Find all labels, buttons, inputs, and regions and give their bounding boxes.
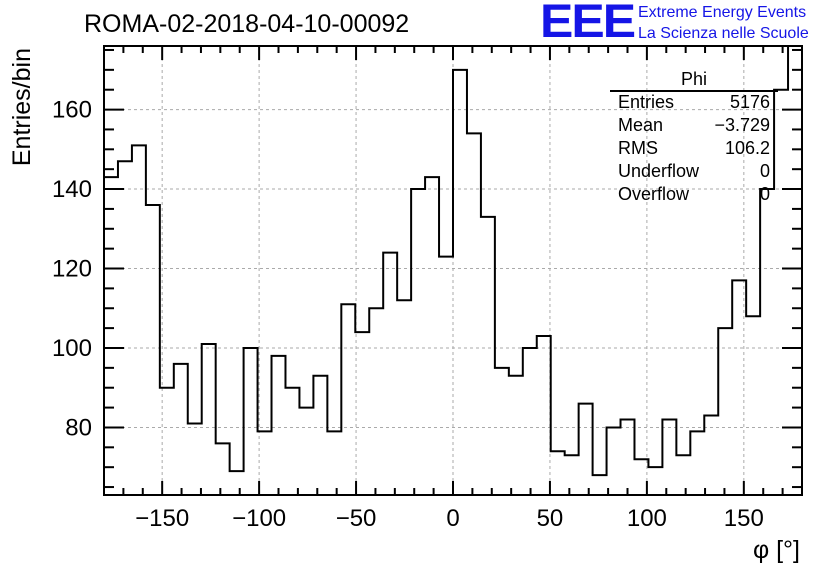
stats-row-underflow: Underflow 0 <box>618 161 778 184</box>
stats-row-entries: Entries 5176 <box>618 92 778 115</box>
x-tick-label: 100 <box>627 505 667 532</box>
y-tick-label: 140 <box>52 176 92 203</box>
stats-value: 5176 <box>729 92 770 112</box>
x-tick-label: 0 <box>446 505 459 532</box>
stats-title: Phi <box>680 69 707 89</box>
eee-logo: EEE <box>540 0 636 48</box>
stats-value: −3.729 <box>714 115 770 135</box>
logo-line-1: Extreme Energy Events <box>638 4 807 21</box>
stats-label: Entries <box>618 92 675 112</box>
chart-title: ROMA-02-2018-04-10-00092 <box>84 10 410 38</box>
stats-label: Mean <box>618 115 664 135</box>
stats-value: 0 <box>759 161 770 181</box>
stats-label: RMS <box>618 138 658 158</box>
y-tick-label: 120 <box>52 256 92 283</box>
x-tick-labels: −150 −100 −50 0 50 100 150 <box>135 505 764 532</box>
stats-row-overflow: Overflow 0 <box>618 184 778 207</box>
y-tick-labels: 80 100 120 140 160 <box>52 97 92 442</box>
stats-label: Overflow <box>618 184 690 204</box>
logo-line-2: La Scienza nelle Scuole <box>638 25 809 42</box>
x-tick-label: 150 <box>724 505 764 532</box>
stats-value: 106.2 <box>724 138 770 158</box>
y-tick-label: 100 <box>52 335 92 362</box>
stats-box: Phi Entries 5176 Mean −3.729 RMS 106.2 U… <box>610 68 778 204</box>
stats-row-mean: Mean −3.729 <box>618 115 778 138</box>
stats-row-rms: RMS 106.2 <box>618 138 778 161</box>
stats-label: Underflow <box>618 161 700 181</box>
stats-value: 0 <box>759 184 770 204</box>
y-tick-label: 160 <box>52 97 92 124</box>
stats-divider <box>610 90 778 92</box>
x-tick-label: −150 <box>135 505 189 532</box>
x-tick-label: −100 <box>232 505 286 532</box>
x-axis-label: φ [°] <box>753 536 800 564</box>
axis-ticks <box>104 46 802 495</box>
x-tick-label: 50 <box>537 505 564 532</box>
x-tick-label: −50 <box>336 505 377 532</box>
histogram-step-line <box>104 46 790 477</box>
y-tick-label: 80 <box>65 414 92 441</box>
y-axis-label: Entries/bin <box>8 48 36 166</box>
